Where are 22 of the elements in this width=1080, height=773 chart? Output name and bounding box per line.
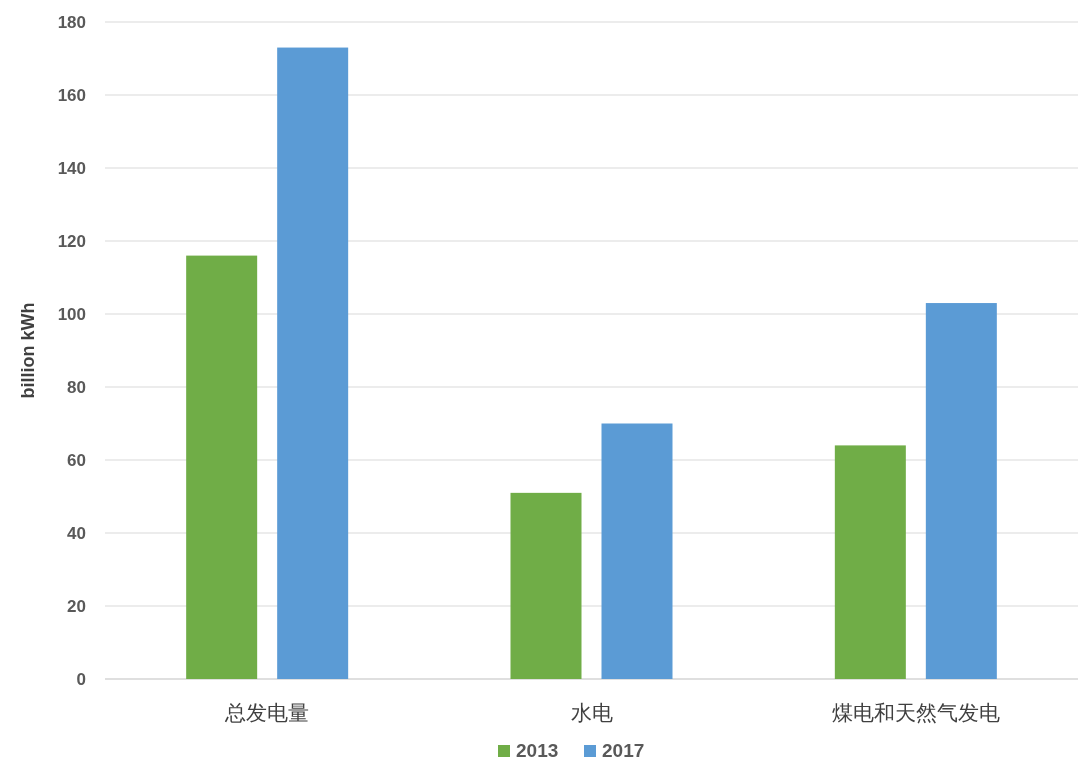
y-tick-label: 20 <box>67 597 86 616</box>
y-tick-label: 100 <box>57 305 86 324</box>
x-tick-label: 煤电和天然气发电 <box>831 701 1000 724</box>
legend-label: 2017 <box>602 740 645 761</box>
bar <box>510 492 582 679</box>
bar <box>925 303 997 679</box>
x-tick-label: 总发电量 <box>224 701 310 724</box>
y-tick-label: 140 <box>57 159 86 178</box>
y-tick-label: 0 <box>76 670 86 689</box>
bar <box>186 255 258 679</box>
x-tick-label: 水电 <box>570 701 613 724</box>
bar <box>277 47 349 679</box>
y-tick-label: 40 <box>67 524 86 543</box>
y-axis-title: billion kWh <box>18 302 38 399</box>
bar <box>834 445 906 679</box>
bar <box>601 423 673 679</box>
legend-label: 2013 <box>516 740 559 761</box>
y-tick-label: 160 <box>57 86 86 105</box>
y-tick-label: 120 <box>57 232 86 251</box>
y-tick-label: 80 <box>67 378 86 397</box>
y-tick-label: 60 <box>67 451 86 470</box>
y-tick-label: 180 <box>57 13 86 32</box>
